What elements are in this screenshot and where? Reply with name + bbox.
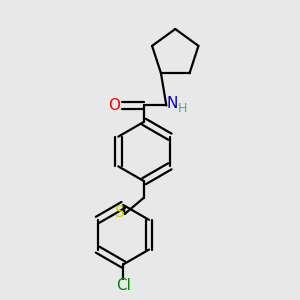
Text: H: H bbox=[178, 103, 188, 116]
Text: N: N bbox=[167, 96, 178, 111]
Text: Cl: Cl bbox=[116, 278, 131, 293]
Text: S: S bbox=[115, 205, 124, 220]
Text: O: O bbox=[108, 98, 120, 113]
